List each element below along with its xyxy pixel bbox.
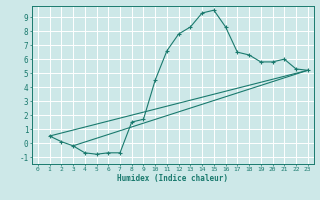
X-axis label: Humidex (Indice chaleur): Humidex (Indice chaleur): [117, 174, 228, 183]
